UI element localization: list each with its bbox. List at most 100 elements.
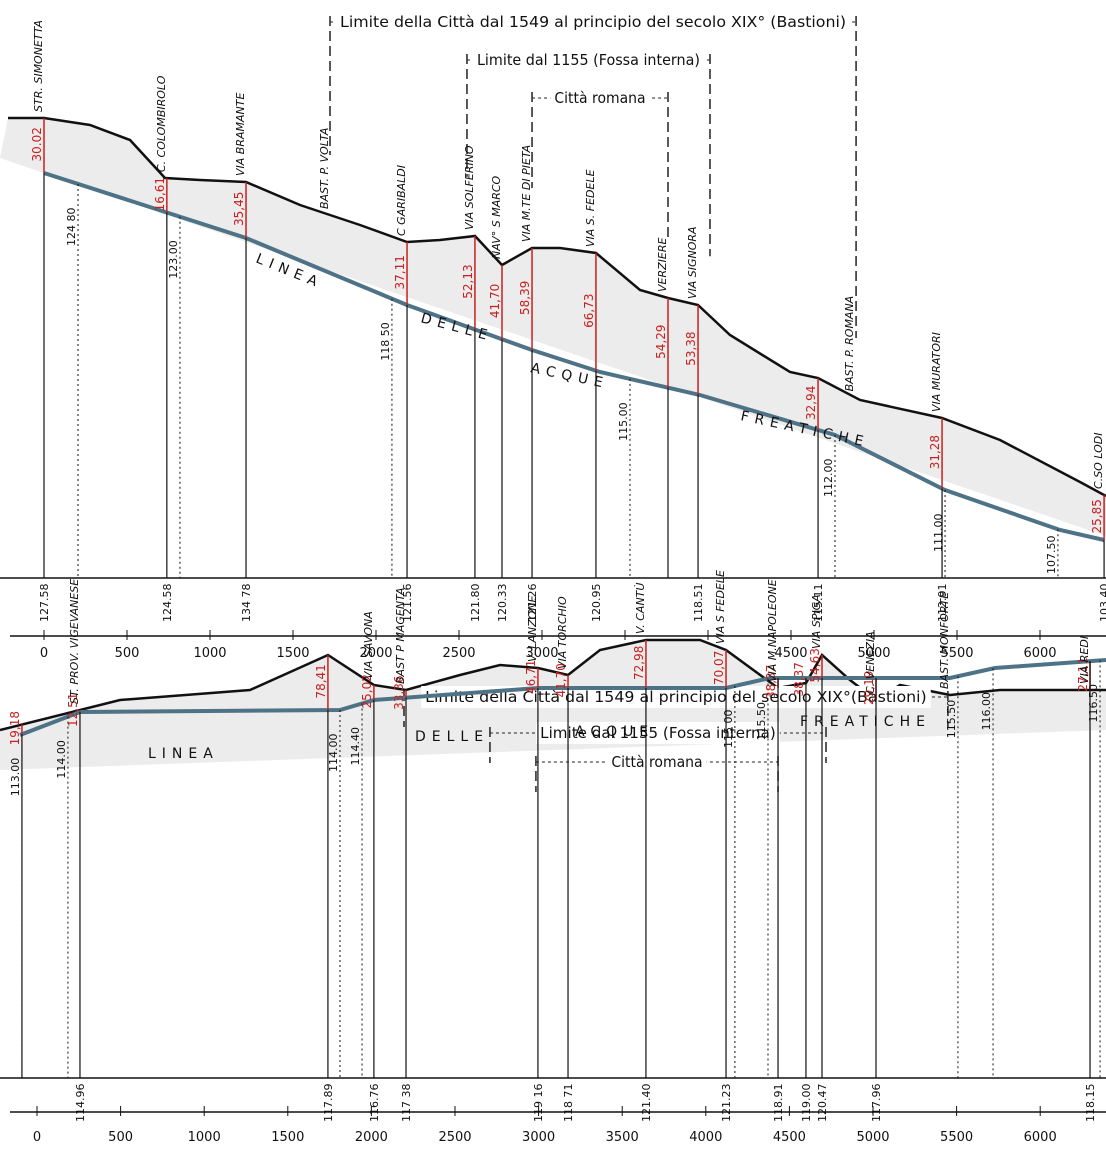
- ground-level-label: 114.96: [74, 1084, 87, 1123]
- tick-label: 4000: [689, 1130, 722, 1145]
- station-name: VIA S. FEDELE: [584, 169, 597, 247]
- ground-level-label: 120.47: [816, 1084, 829, 1123]
- station-name: VIA M.TE DI PIETA: [520, 145, 533, 242]
- depth-label: 32,94: [804, 386, 818, 420]
- ground-level-label: 117.96: [870, 1084, 883, 1123]
- tick-label: 2500: [438, 1130, 471, 1145]
- water-level-label: 124 80: [65, 207, 78, 246]
- ground-level-label: 121.26: [526, 584, 539, 623]
- ground-level-label: 103.40: [1098, 584, 1106, 623]
- station-name: BAST. MONFORTE: [938, 592, 951, 689]
- water-level-label: 113.00: [9, 758, 22, 797]
- ground-level-label: 119.00: [800, 1084, 813, 1123]
- depth-label: 25,85: [1090, 499, 1104, 533]
- tick-label: 1000: [188, 1130, 221, 1145]
- ground-level-label: 116.76: [368, 1084, 381, 1123]
- tick-label: 2500: [442, 646, 475, 661]
- depth-label: 27,11: [1076, 657, 1090, 691]
- station-name: VIA MURATORI: [930, 332, 943, 412]
- tick-label: 2000: [359, 646, 392, 661]
- tick-label: 0: [40, 646, 48, 661]
- depth-label: 72,98: [632, 646, 646, 680]
- depth-label: 52,13: [461, 264, 475, 298]
- water-level-label: 114.00: [55, 740, 68, 779]
- station-name: VERZIERE: [656, 238, 669, 292]
- depth-label: 46,71: [524, 660, 538, 694]
- ground-level-label: 127.58: [38, 584, 51, 623]
- station-name: ST. PROV. VIGEVANESE: [68, 579, 81, 704]
- tick-label: 6000: [1024, 1130, 1057, 1145]
- ground-level-label: 118.91: [772, 1084, 785, 1123]
- station-name: VIA REDI: [1078, 636, 1091, 684]
- depth-label: 37,11: [393, 255, 407, 289]
- ground-level-label: 118.51: [692, 584, 705, 623]
- station-name: VIA S FEDELE: [714, 570, 727, 644]
- depth-label: 70,07: [712, 651, 726, 685]
- depth-label: 58,39: [518, 281, 532, 315]
- tick-label: 4500: [773, 1130, 806, 1145]
- depth-label: 25,02: [360, 674, 374, 708]
- depth-label: 53,38: [684, 331, 698, 365]
- limit-label-bg: [607, 751, 707, 773]
- depth-label: 66,73: [582, 293, 596, 327]
- water-table-line: [43, 171, 1105, 542]
- station-name: V. CANTÙ: [634, 583, 647, 634]
- ground-level-label: 120.33: [496, 584, 509, 623]
- water-level-label: 111.00: [932, 514, 945, 553]
- depth-label: 33,36: [392, 675, 406, 709]
- depth-label: 41,70: [488, 284, 502, 318]
- station-name: VIA M.NAPOLEONE: [766, 579, 779, 682]
- water-table-line: [19, 658, 1106, 737]
- limit-label: Limite dal 1155 (Fossa interna): [477, 51, 700, 69]
- depth-label: 30.02: [30, 127, 44, 161]
- ground-level-label: 121.40: [640, 1084, 653, 1123]
- tick-label: 0: [33, 1130, 41, 1145]
- tick-label: 5500: [940, 1130, 973, 1145]
- ground-level-label: 119 16: [532, 1084, 545, 1123]
- station-name: VIA BRAMANTE: [234, 93, 247, 176]
- station-name: VIA SPIGA: [810, 594, 823, 649]
- water-level-label: 115.50: [755, 702, 768, 741]
- tick-label: 1500: [276, 646, 309, 661]
- ground-level-label: 118 71: [562, 1084, 575, 1123]
- limit-label: Limite dal 1155 (Fossa interna): [540, 724, 776, 742]
- depth-label: 38,37: [764, 665, 778, 699]
- water-level-label: 115 00: [722, 709, 735, 748]
- water-table-word: DELLE: [415, 729, 489, 745]
- ground-level-label: 121.56: [401, 584, 414, 623]
- limit-label-bg: [336, 11, 851, 33]
- station-name: BAST. P. VOLTA: [318, 128, 331, 209]
- station-name: VIA SIGNORA: [686, 226, 699, 299]
- limit-label-bg: [536, 722, 780, 744]
- depth-label: 54,29: [654, 324, 668, 358]
- tick-label: 4500: [774, 646, 807, 661]
- ground-level-label: 118.15: [1084, 1084, 1097, 1123]
- tick-label: 6000: [1023, 646, 1056, 661]
- station-name: C. COLOMBIROLO: [155, 75, 168, 172]
- depth-label: 78,41: [314, 664, 328, 698]
- depth-label: 19,18: [8, 711, 22, 745]
- station-name: VIA SOLFERINO: [463, 145, 476, 230]
- tick-label: 500: [108, 1130, 133, 1145]
- tick-label: 5000: [856, 1130, 889, 1145]
- water-level-label: 114.40: [349, 727, 362, 766]
- tick-label: 3000: [525, 646, 558, 661]
- station-name: STR. SIMONETTA: [32, 20, 45, 112]
- ground-level-label: 117.89: [322, 1084, 335, 1123]
- tick-label: 3500: [606, 1130, 639, 1145]
- ground-level-label: 112.91: [936, 584, 949, 623]
- depth-label: 35,45: [232, 192, 246, 226]
- depth-label: 16,61: [153, 177, 167, 211]
- station-name: VIA TORCHIO: [556, 596, 569, 669]
- limit-label-bg: [421, 686, 931, 708]
- station-name: V. LANZONE: [526, 595, 539, 662]
- water-level-label: 115.00: [617, 402, 630, 441]
- water-table-word: ACQUE: [575, 724, 654, 740]
- water-level-label: 116.00: [980, 692, 993, 730]
- ground-level-label: 134 78: [240, 584, 253, 623]
- tick-label: 2000: [355, 1130, 388, 1145]
- limit-label: Città romana: [611, 753, 702, 771]
- ground-level-label: 121.23: [720, 1084, 733, 1123]
- water-level-label: 114.00: [327, 734, 340, 773]
- ground-level-label: 121.80: [469, 584, 482, 623]
